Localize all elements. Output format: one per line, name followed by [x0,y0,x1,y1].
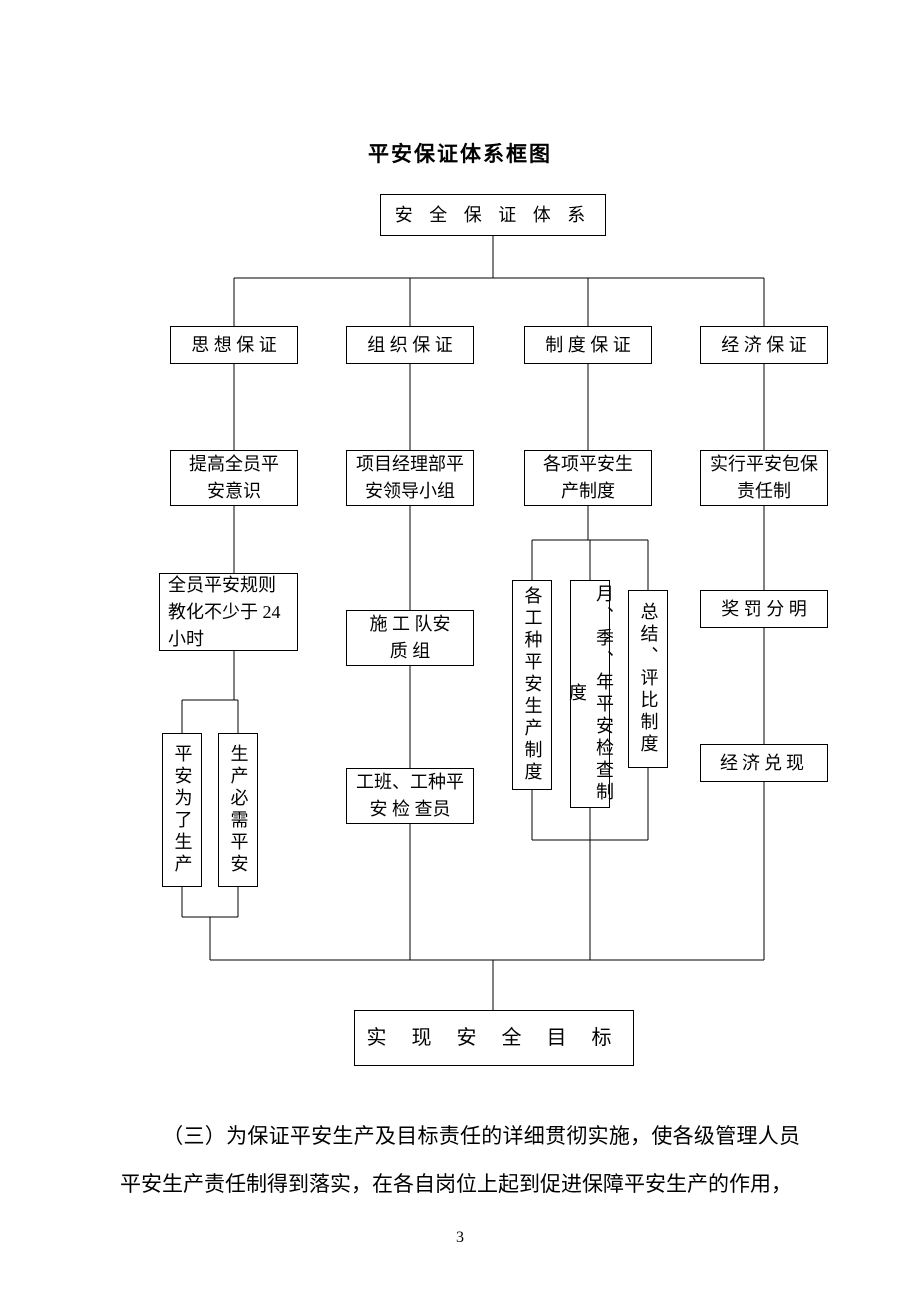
node-c3c: 总结、评比制度 [628,590,668,768]
node-c1-label: 全员平安规则教化不少于 24 小时 [168,572,289,653]
node-c3b: 月、季、年平安检查制度 [570,580,610,808]
body-paragraph: （三）为保证平安生产及目标责任的详细贯彻实施，使各级管理人员平安生产责任制得到落… [120,1112,800,1209]
node-c1: 全员平安规则教化不少于 24 小时 [159,573,298,651]
node-a3: 制 度 保 证 [524,326,652,364]
node-d2-label: 工班、工种平安 检 查员 [351,769,469,823]
node-d4: 经济兑现 [700,744,828,782]
node-b1: 提高全员平安意识 [170,450,298,506]
node-b3: 各项平安生产制度 [524,450,652,506]
node-b3-label: 各项平安生产制度 [537,451,639,505]
body-paragraph-text: （三）为保证平安生产及目标责任的详细贯彻实施，使各级管理人员平安生产责任制得到落… [120,1124,800,1196]
node-a2: 组 织 保 证 [346,326,474,364]
page: 平安保证体系框图 安 全 保 证 体 系 思 想 保 证 组 织 保 证 制 度… [0,0,920,1302]
node-b2: 项目经理部平安领导小组 [346,450,474,506]
node-c2-label: 施 工 队安 质 组 [359,611,461,665]
node-d1a: 平安为了生产 [162,733,202,887]
page-number: 3 [0,1229,920,1247]
node-b4-label: 实行平安包保 责任制 [709,451,819,505]
node-b1-label: 提高全员平安意识 [183,451,285,505]
node-d1b: 生产必需平安 [218,733,258,887]
node-root: 安 全 保 证 体 系 [380,194,606,236]
diagram-title: 平安保证体系框图 [0,138,920,168]
node-d2: 工班、工种平安 检 查员 [346,768,474,824]
node-a4: 经 济 保 证 [700,326,828,364]
node-b4: 实行平安包保 责任制 [700,450,828,506]
node-c3a: 各工种平安生产制度 [512,580,552,790]
node-goal: 实 现 安 全 目 标 [354,1010,634,1066]
node-b2-label: 项目经理部平安领导小组 [351,451,469,505]
node-a1: 思 想 保 证 [170,326,298,364]
node-c4: 奖 罚 分 明 [700,590,828,628]
node-c2: 施 工 队安 质 组 [346,610,474,666]
